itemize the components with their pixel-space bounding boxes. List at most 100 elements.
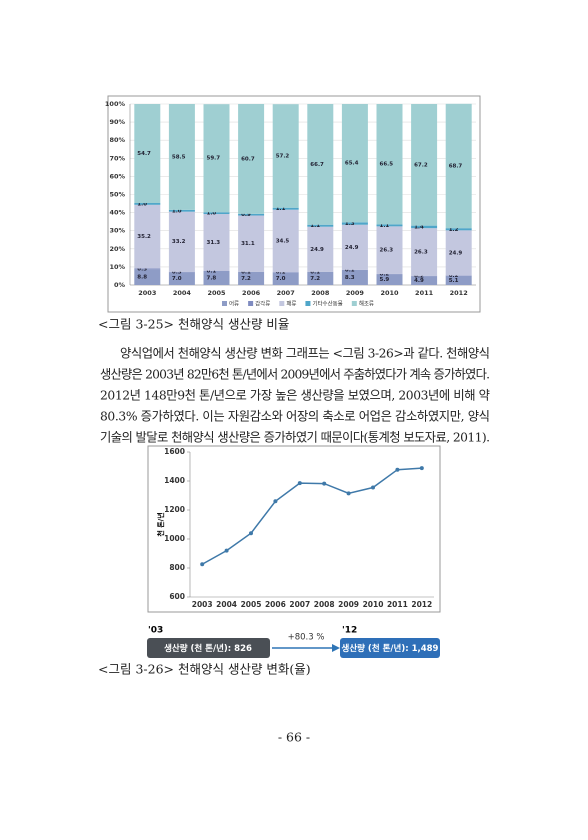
value-label: 35.2 — [137, 234, 151, 240]
bar-segment — [307, 104, 334, 225]
bar-segment — [203, 270, 230, 285]
bar-segment — [376, 274, 403, 285]
x-tick-label: 2008 — [314, 600, 335, 609]
value-label: 7.2 — [241, 276, 251, 282]
value-label: 1.0 — [137, 201, 147, 207]
legend-swatch — [248, 301, 254, 306]
y-tick-label: 10% — [109, 263, 125, 271]
value-label: 0.1 — [241, 269, 251, 275]
legend-label: 기타수산동물 — [312, 300, 342, 308]
x-tick-label: 2010 — [363, 600, 384, 609]
value-label: 67.2 — [414, 162, 428, 168]
value-label: 7.8 — [207, 275, 217, 281]
value-label: 8.3 — [345, 275, 355, 281]
legend-swatch — [279, 301, 285, 306]
value-label: 24.9 — [345, 245, 359, 251]
x-tick-label: 2008 — [311, 289, 330, 297]
x-tick-label: 2005 — [207, 289, 226, 297]
y-axis-label: 천 톤/년 — [156, 512, 165, 536]
bar-segment — [134, 268, 161, 270]
bar-segment — [203, 104, 230, 213]
bar-segment — [445, 103, 472, 229]
bar-segment — [203, 212, 230, 215]
x-tick-label: 2006 — [265, 600, 286, 609]
value-label: 68.7 — [449, 163, 463, 169]
bar-segment — [134, 203, 161, 205]
x-tick-label: 2006 — [242, 289, 261, 297]
bar-segment — [272, 207, 299, 210]
legend-swatch — [222, 301, 227, 306]
bar-segment — [411, 228, 438, 276]
bar-segment — [411, 276, 438, 285]
y-tick-label: 1000 — [164, 534, 185, 543]
value-label: 1.0 — [207, 211, 217, 217]
bar-segment — [376, 226, 403, 274]
change: +80.3 % — [288, 633, 325, 643]
bar-segment — [376, 104, 403, 225]
bar-segment — [307, 271, 334, 285]
legend-label: 어류 — [229, 300, 239, 308]
arrow-head — [332, 644, 340, 652]
value-label: 0.3 — [172, 270, 182, 276]
value-label: 60.7 — [241, 156, 255, 162]
value-label: 0.1 — [276, 270, 286, 276]
bar-segment — [445, 228, 472, 231]
value-label: 5.1 — [449, 278, 459, 284]
x-tick-label: 2011 — [415, 289, 434, 297]
point — [395, 467, 400, 472]
value-label: 0.2 — [380, 272, 390, 278]
legend-label: 패류 — [286, 300, 296, 308]
line — [201, 467, 422, 565]
y-tick-label: 40% — [109, 209, 125, 217]
bar-segment — [307, 226, 334, 272]
value-label: 0.1 — [345, 267, 355, 273]
value-label: 1.2 — [449, 227, 459, 233]
x-tick-label: 2003 — [192, 600, 213, 609]
value-label: 66.7 — [310, 162, 324, 168]
bar-segment — [168, 272, 195, 285]
point — [297, 481, 302, 486]
y-tick-label: 70% — [109, 154, 125, 162]
value-label: 26.3 — [380, 248, 394, 254]
page-number: - 66 - — [278, 730, 310, 745]
value-label: 31.1 — [241, 241, 255, 247]
value-label: 54.7 — [137, 151, 151, 157]
x-tick-label: 2010 — [380, 289, 399, 297]
value-label: 24.9 — [310, 247, 324, 253]
value-label: 31.3 — [207, 240, 221, 246]
x-tick-label: 2007 — [277, 289, 295, 297]
y-tick-label: 60% — [109, 172, 125, 180]
point — [273, 499, 278, 504]
bar-segment — [134, 104, 161, 204]
point — [322, 481, 327, 486]
bar-segment — [411, 104, 438, 226]
value-label: 59.7 — [207, 156, 221, 162]
value-label: 1.1 — [380, 223, 390, 229]
y-tick-label: 30% — [109, 227, 125, 235]
bar-segment — [341, 104, 368, 223]
bar-segment — [168, 209, 195, 212]
bar-segment — [272, 272, 299, 285]
value-label: 0.3 — [137, 266, 147, 272]
paragraph-line: 양식업에서 천해양식 생산량 변화 그래프는 <그림 3-26>과 같다. 천해… — [120, 346, 490, 361]
value-label: 7.0 — [276, 276, 286, 282]
bar-segment — [168, 104, 195, 210]
bar-segment — [307, 224, 334, 227]
y-tick-label: 600 — [169, 592, 185, 601]
point — [346, 491, 351, 496]
legend-swatch — [351, 301, 357, 306]
legend-swatch — [305, 301, 311, 306]
value-label: 24.9 — [449, 250, 463, 256]
value-label: 0.2 — [414, 273, 424, 279]
value-label: 1.3 — [345, 221, 355, 227]
value-label: 8.8 — [137, 275, 147, 281]
start-value: 생산량 (천 톤/년): 826 — [164, 643, 252, 654]
y-tick-label: 1200 — [164, 505, 185, 514]
x-tick-label: 2004 — [173, 289, 192, 297]
bar-segment — [272, 209, 299, 273]
end-year: '12 — [342, 626, 357, 636]
bar-segment — [238, 213, 265, 216]
bar-segment — [341, 222, 368, 225]
value-label: 58.5 — [172, 154, 186, 160]
caption: <그림 3-26> 천해양식 생산량 변화(율) — [98, 662, 311, 677]
